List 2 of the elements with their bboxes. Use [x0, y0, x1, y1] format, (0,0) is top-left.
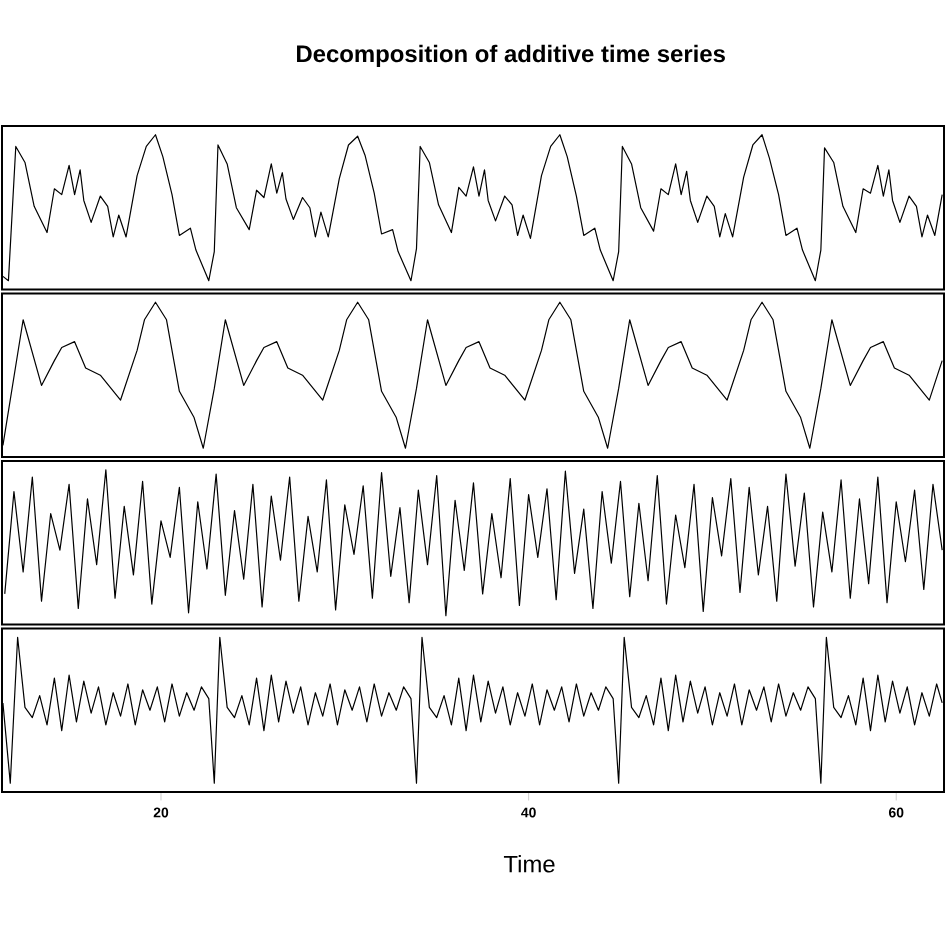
chart-title: Decomposition of additive time series [297, 44, 725, 67]
x-axis-title: Time [503, 855, 555, 873]
